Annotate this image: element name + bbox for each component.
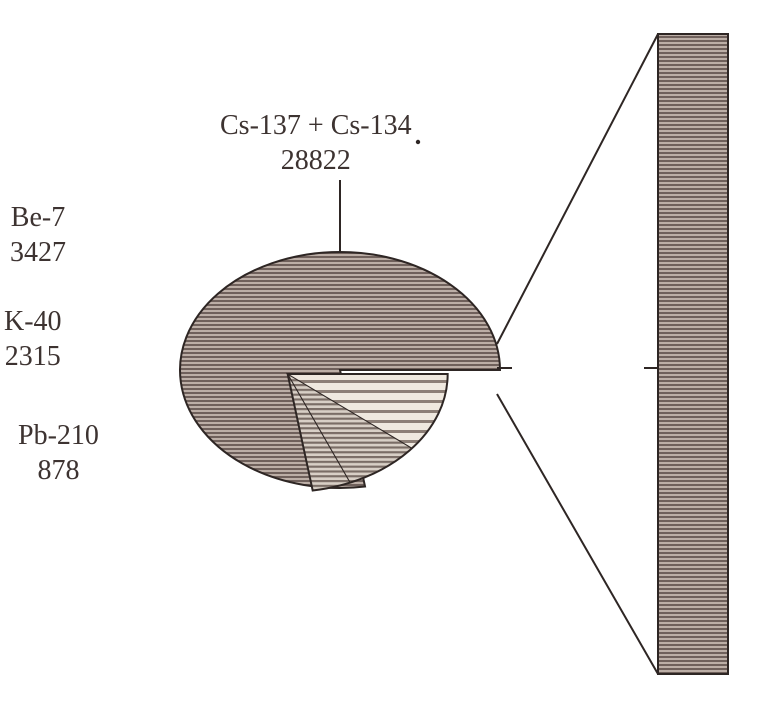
label-pb210-name: Pb-210 [18, 418, 99, 453]
label-cs-value: 28822 [220, 143, 412, 178]
label-cs: Cs-137 + Cs-134 28822 [220, 108, 412, 178]
label-pb210-value: 878 [18, 453, 99, 488]
chart-svg [0, 0, 784, 708]
leaders-back [497, 34, 658, 674]
artifact-dot [416, 140, 420, 144]
label-k40-name: K-40 [4, 304, 62, 339]
label-pb210: Pb-210 878 [18, 418, 99, 488]
chart-stage: Cs-137 + Cs-134 28822 Be-7 3427 K-40 231… [0, 0, 784, 708]
label-k40: K-40 2315 [4, 304, 62, 374]
label-be7-value: 3427 [10, 235, 66, 270]
label-cs-name: Cs-137 + Cs-134 [220, 108, 412, 143]
callout-bar [658, 34, 728, 674]
pie-group [180, 252, 500, 491]
label-be7: Be-7 3427 [10, 200, 66, 270]
label-k40-value: 2315 [4, 339, 62, 374]
label-be7-name: Be-7 [10, 200, 66, 235]
